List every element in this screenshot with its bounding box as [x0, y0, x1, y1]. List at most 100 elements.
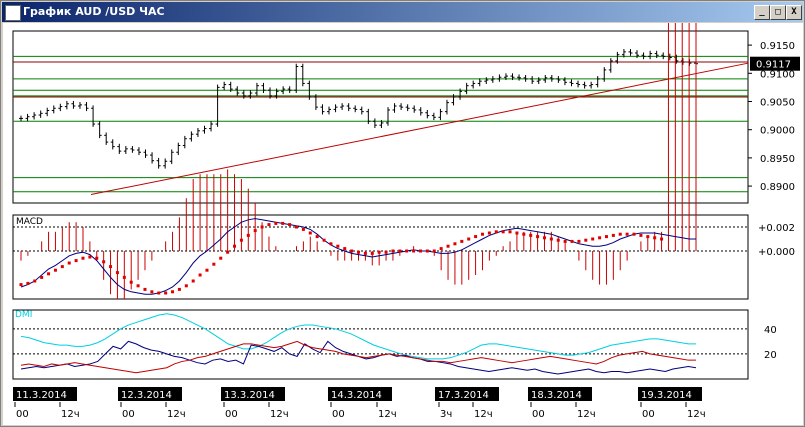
signal-dot — [239, 238, 243, 242]
time-label: 00 — [332, 409, 345, 420]
date-label: 18.3.2014 — [531, 390, 582, 401]
signal-dot — [129, 280, 133, 284]
time-label: 3ч — [440, 409, 452, 420]
macd-tick-label: +0.002 — [758, 223, 795, 234]
macd-label: MACD — [16, 217, 43, 227]
time-label: 12ч — [378, 409, 397, 420]
minimize-button[interactable]: _ — [754, 5, 770, 20]
window-title: График AUD /USD ЧАС — [23, 5, 165, 18]
signal-dot — [60, 265, 64, 269]
price-tick-label: 0.9100 — [760, 69, 795, 80]
time-label: 12ч — [270, 409, 289, 420]
signal-dot — [171, 290, 175, 294]
signal-dot — [47, 272, 51, 276]
signal-dot — [253, 229, 257, 233]
signal-dot — [336, 244, 340, 248]
signal-dot — [295, 225, 299, 229]
signal-dot — [467, 237, 471, 241]
price-tick-label: 0.8900 — [760, 182, 795, 193]
signal-dot — [164, 291, 168, 295]
date-label: 13.3.2014 — [224, 390, 275, 401]
signal-dot — [439, 247, 443, 251]
signal-dot — [157, 291, 161, 295]
signal-dot — [405, 249, 409, 253]
adx-line — [20, 313, 696, 360]
time-label: 00 — [122, 409, 135, 420]
signal-dot — [584, 238, 588, 242]
time-label: 00 — [532, 409, 545, 420]
date-box — [328, 387, 392, 401]
signal-dot — [246, 233, 250, 237]
signal-dot — [74, 259, 78, 263]
signal-dot — [653, 236, 657, 240]
signal-dot — [660, 237, 664, 241]
signal-dot — [418, 249, 422, 253]
signal-dot — [281, 221, 285, 225]
signal-dot — [136, 284, 140, 288]
signal-dot — [19, 283, 23, 287]
time-label: 00 — [225, 409, 238, 420]
last-price-box — [750, 56, 800, 71]
signal-dot — [53, 268, 57, 272]
date-box — [528, 387, 592, 401]
signal-dot — [370, 251, 374, 255]
title-bar[interactable]: График AUD /USD ЧАС _ □ X — [2, 2, 803, 22]
signal-dot — [212, 262, 216, 266]
signal-dot — [226, 250, 230, 254]
signal-dot — [308, 231, 312, 235]
signal-dot — [88, 255, 92, 259]
date-label: 19.3.2014 — [641, 390, 692, 401]
signal-dot — [460, 239, 464, 243]
signal-dot — [363, 251, 367, 255]
time-label: 12ч — [61, 409, 80, 420]
close-button[interactable]: X — [786, 5, 802, 20]
signal-dot — [102, 260, 106, 264]
date-label: 17.3.2014 — [438, 390, 489, 401]
signal-dot — [432, 249, 436, 253]
signal-dot — [515, 231, 519, 235]
time-label: 00 — [16, 409, 29, 420]
date-box — [13, 387, 77, 401]
signal-dot — [219, 256, 223, 260]
signal-dot — [274, 221, 278, 225]
signal-dot — [522, 232, 526, 236]
signal-dot — [67, 261, 71, 265]
time-label: 12ч — [474, 409, 493, 420]
macd-line — [20, 218, 696, 295]
signal-dot — [501, 230, 505, 234]
maximize-button[interactable]: □ — [770, 5, 786, 20]
signal-dot — [598, 236, 602, 240]
signal-dot — [591, 237, 595, 241]
date-box — [638, 387, 702, 401]
signal-dot — [184, 284, 188, 288]
date-box — [221, 387, 285, 401]
trend-line — [90, 62, 749, 196]
signal-dot — [542, 236, 546, 240]
signal-dot — [191, 279, 195, 283]
signal-dot — [329, 242, 333, 246]
signal-dot — [646, 235, 650, 239]
signal-dot — [109, 265, 113, 269]
macd-tick-label: +0.000 — [758, 247, 795, 258]
date-label: 14.3.2014 — [331, 390, 382, 401]
price-tick-label: 0.9150 — [760, 41, 795, 52]
signal-dot — [40, 275, 44, 279]
panel-frame-0 — [12, 30, 749, 204]
signal-dot — [115, 271, 119, 275]
signal-dot — [260, 225, 264, 229]
chart-area[interactable]: 0.9150 0.9100 0.9050 0.9000 0.8950 0.8900 0.91… — [3, 23, 803, 425]
signal-dot — [487, 231, 491, 235]
signal-dot — [536, 235, 540, 239]
time-label: 12ч — [577, 409, 596, 420]
minus-di-line — [20, 340, 696, 374]
time-label: 12ч — [687, 409, 706, 420]
dmi-tick-label: 40 — [764, 325, 777, 336]
price-tick-label: 0.9050 — [760, 97, 795, 108]
signal-dot — [391, 249, 395, 253]
signal-dot — [267, 223, 271, 227]
signal-dot — [474, 235, 478, 239]
signal-dot — [611, 233, 615, 237]
signal-dot — [412, 249, 416, 253]
signal-dot — [446, 244, 450, 248]
